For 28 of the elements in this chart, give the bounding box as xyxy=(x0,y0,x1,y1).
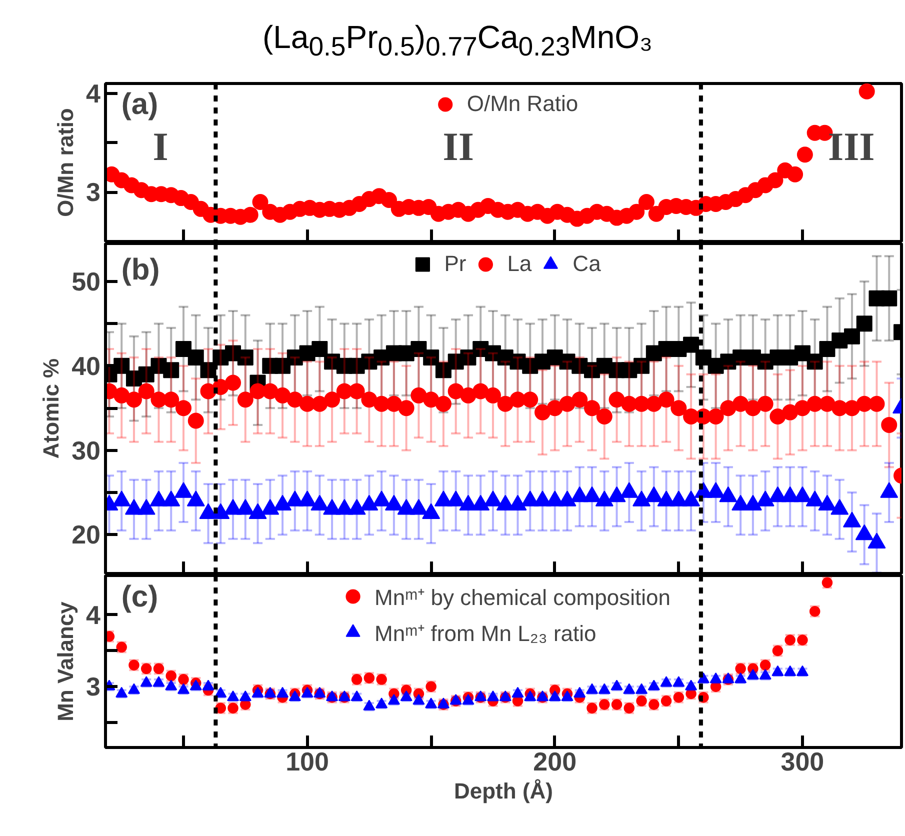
legend-label: Pr xyxy=(444,251,466,277)
x-tick-label: 100 xyxy=(286,746,329,776)
y-tick-label: 4 xyxy=(86,78,102,108)
annotation: I xyxy=(152,124,168,170)
y-tick-label: 3 xyxy=(86,177,101,208)
y-tick-label: 20 xyxy=(72,520,100,550)
annotation: (a) xyxy=(121,88,158,122)
y-axis-title: Atomic % xyxy=(38,358,64,459)
y-tick-label: 30 xyxy=(72,435,100,466)
x-tick-label: 300 xyxy=(780,746,824,776)
annotation: III xyxy=(828,124,875,170)
legend-label: Mnᵐ⁺ by chemical composition xyxy=(374,584,670,611)
legend-label: La xyxy=(507,251,532,277)
annotation: II xyxy=(442,124,474,170)
legend-label: O/Mn Ratio xyxy=(466,91,578,117)
x-axis-title: Depth (Å) xyxy=(454,778,553,804)
annotation: (b) xyxy=(121,253,160,286)
y-tick-label: 3 xyxy=(86,672,101,702)
y-tick-label: 4 xyxy=(86,600,102,630)
annotation: (c) xyxy=(121,580,158,614)
y-axis-title: O/Mn ratio xyxy=(53,108,78,217)
x-tick-label: 200 xyxy=(533,746,577,776)
y-axis-title: Mn Valancy xyxy=(53,600,78,722)
legend-label: Ca xyxy=(572,251,601,277)
chart-title: (La$_{0.5}$Pr$_{0.5}$)$_{0.77}$Ca$_{0.23}$MnO₃ xyxy=(262,19,653,62)
y-tick-label: 40 xyxy=(72,350,100,381)
y-tick-label: 50 xyxy=(72,266,100,296)
legend-label: Mnᵐ⁺ from Mn L₂₃ ratio xyxy=(374,620,596,647)
